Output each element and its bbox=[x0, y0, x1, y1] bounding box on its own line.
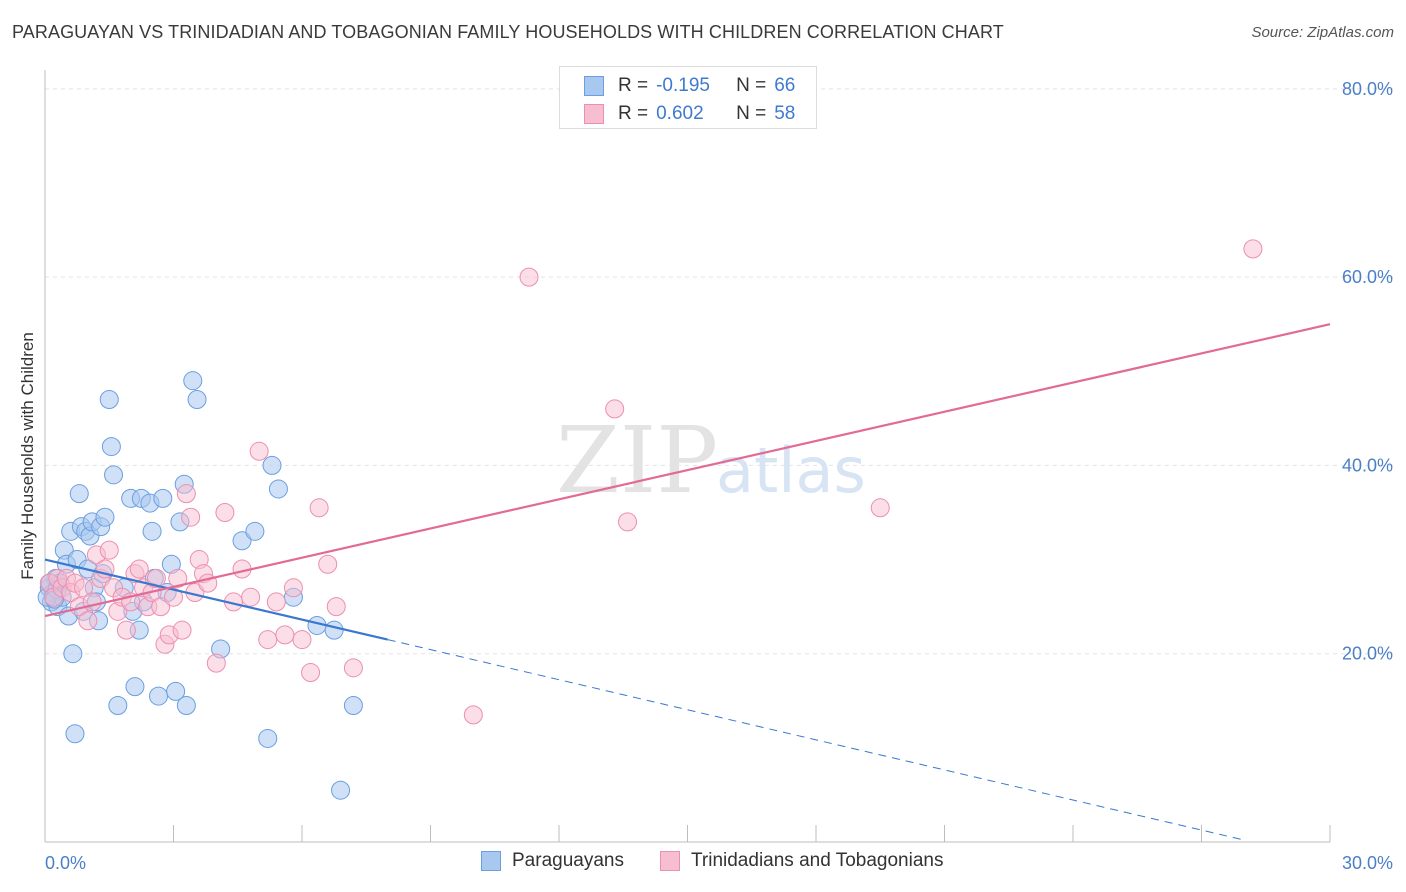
paraguayans-point bbox=[324, 620, 344, 640]
paraguayans-point bbox=[65, 724, 85, 744]
legend-item-paraguayans: Paraguayans bbox=[481, 850, 624, 872]
trinidad-point bbox=[309, 498, 329, 518]
paraguayans-point bbox=[258, 728, 278, 748]
trinidad-swatch bbox=[584, 104, 604, 124]
trinidad-point bbox=[343, 658, 363, 678]
n-value: 58 bbox=[774, 103, 796, 124]
chart-title: PARAGUAYAN VS TRINIDADIAN AND TOBAGONIAN… bbox=[12, 22, 1004, 42]
paraguayans-point bbox=[149, 686, 169, 706]
paraguayans-point bbox=[331, 780, 351, 800]
paraguayans-point bbox=[268, 479, 288, 499]
paraguayans-point bbox=[166, 681, 186, 701]
r-value: 0.602 bbox=[656, 103, 704, 124]
trinidad-point bbox=[292, 630, 312, 650]
trinidad-points bbox=[39, 239, 1263, 725]
trinidad-point bbox=[318, 554, 338, 574]
paraguayans-point bbox=[343, 695, 363, 715]
paraguayans-point bbox=[187, 390, 207, 410]
watermark-atlas: atlas bbox=[716, 434, 866, 507]
paraguayans-point bbox=[232, 531, 252, 551]
n-label: N = bbox=[736, 75, 767, 96]
paraguayans-point bbox=[63, 644, 83, 664]
trinidad-point bbox=[146, 568, 166, 588]
paraguayans-point bbox=[183, 371, 203, 391]
legend-label: Paraguayans bbox=[512, 850, 624, 871]
paraguayans-swatch bbox=[481, 851, 501, 871]
r-value: -0.195 bbox=[656, 75, 710, 96]
trinidad-point bbox=[275, 625, 295, 645]
trinidad-point bbox=[241, 587, 261, 607]
trinidad-point bbox=[519, 267, 539, 287]
paraguayans-point bbox=[108, 695, 128, 715]
series-legend: Paraguayans Trinidadians and Tobagonians bbox=[0, 850, 1406, 880]
trinidad-point bbox=[151, 597, 171, 617]
trinidad-point bbox=[1243, 239, 1263, 259]
trinidad-point bbox=[870, 498, 890, 518]
trinidad-point bbox=[215, 502, 235, 522]
paraguayans-trend-line bbox=[44, 558, 388, 641]
y-tick-label: 60.0% bbox=[1342, 267, 1393, 287]
trinidad-point bbox=[82, 592, 102, 612]
r-label: R = bbox=[618, 103, 649, 124]
n-value: 66 bbox=[774, 75, 796, 96]
legend-item-trinidad: Trinidadians and Tobagonians bbox=[660, 850, 943, 872]
x-tick-label: 30.0% bbox=[1342, 853, 1393, 873]
trinidad-point bbox=[249, 441, 269, 461]
paraguayans-point bbox=[176, 695, 196, 715]
trend-lines bbox=[44, 323, 1331, 841]
trinidad-point bbox=[258, 630, 278, 650]
y-tick-label: 40.0% bbox=[1342, 455, 1393, 475]
correlation-legend: R = -0.195 N = 66 R = 0.602 N = 58 bbox=[559, 66, 817, 129]
x-tick-labels: 0.0% 30.0% bbox=[45, 853, 1393, 873]
paraguayans-point bbox=[262, 455, 282, 475]
paraguayans-swatch bbox=[584, 76, 604, 96]
trinidad-point bbox=[283, 578, 303, 598]
trinidad-point bbox=[605, 399, 625, 419]
trinidad-point bbox=[301, 663, 321, 683]
trinidad-swatch bbox=[660, 851, 680, 871]
paraguayans-point bbox=[153, 488, 173, 508]
trinidad-point bbox=[129, 559, 149, 579]
trinidad-point bbox=[463, 705, 483, 725]
trinidad-trend-line bbox=[44, 323, 1331, 618]
r-label: R = bbox=[618, 75, 649, 96]
paraguayans-point bbox=[99, 390, 119, 410]
paraguayans-point bbox=[69, 484, 89, 504]
paraguayans-point bbox=[95, 507, 115, 527]
trinidad-point bbox=[326, 597, 346, 617]
x-tick-label: 0.0% bbox=[45, 853, 86, 873]
y-tick-label: 80.0% bbox=[1342, 79, 1393, 99]
y-tick-label: 20.0% bbox=[1342, 644, 1393, 664]
watermark-zip: ZIP bbox=[556, 407, 718, 514]
axes bbox=[44, 70, 1331, 843]
trinidad-point bbox=[168, 568, 188, 588]
legend-row-trinidad: R = 0.602 N = 58 bbox=[584, 101, 795, 127]
trinidad-point bbox=[172, 620, 192, 640]
trinidad-point bbox=[618, 512, 638, 532]
source-credit: Source: ZipAtlas.com bbox=[1251, 24, 1394, 41]
n-label: N = bbox=[736, 103, 767, 124]
trinidad-point bbox=[116, 620, 136, 640]
trinidad-point bbox=[176, 484, 196, 504]
trinidad-point bbox=[74, 578, 94, 598]
paraguayans-point bbox=[101, 437, 121, 457]
paraguayans-point bbox=[104, 465, 124, 485]
trinidad-point bbox=[181, 507, 201, 527]
legend-label: Trinidadians and Tobagonians bbox=[691, 850, 944, 871]
trinidad-point bbox=[78, 611, 98, 631]
trinidad-point bbox=[99, 540, 119, 560]
paraguayans-point bbox=[125, 677, 145, 697]
trinidad-point bbox=[164, 587, 183, 607]
trinidad-point bbox=[266, 592, 286, 612]
paraguayans-point bbox=[245, 521, 265, 541]
paraguayans-point bbox=[142, 521, 162, 541]
legend-row-paraguayans: R = -0.195 N = 66 bbox=[584, 73, 795, 99]
trinidad-point bbox=[206, 653, 226, 673]
y-tick-labels: 20.0% 40.0% 60.0% 80.0% bbox=[1342, 79, 1393, 664]
paraguayans-trend-extension bbox=[387, 639, 1245, 841]
